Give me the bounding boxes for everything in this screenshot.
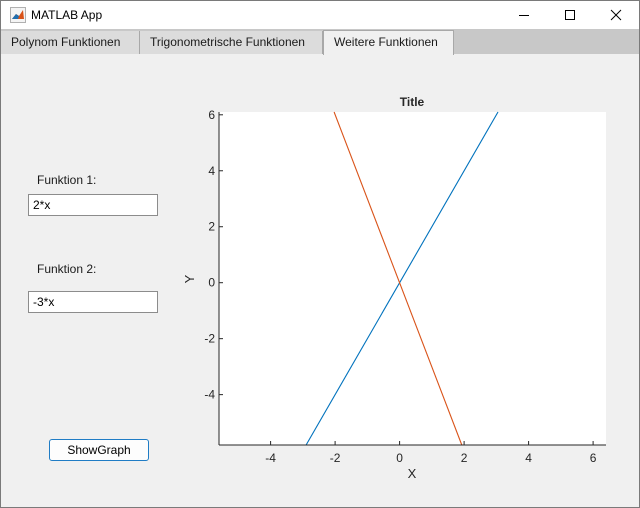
tab-weitere-funktionen[interactable]: Weitere Funktionen [323, 30, 454, 55]
x-axis-label: X [408, 466, 417, 481]
y-tick-label: -2 [204, 332, 215, 346]
function1-input[interactable] [28, 194, 158, 216]
x-tick-label: 2 [461, 451, 468, 465]
x-tick-label: 0 [396, 451, 403, 465]
minimize-icon [519, 15, 529, 16]
y-tick-label: -4 [204, 388, 215, 402]
window-title: MATLAB App [31, 8, 103, 22]
x-tick-label: 6 [590, 451, 597, 465]
y-tick-label: 0 [208, 276, 215, 290]
plot-area [219, 112, 606, 445]
x-tick-label: 4 [525, 451, 532, 465]
close-icon [610, 9, 622, 21]
y-tick-label: 6 [208, 108, 215, 122]
x-tick-label: -2 [330, 451, 341, 465]
y-tick-label: 2 [208, 220, 215, 234]
maximize-icon [565, 10, 575, 20]
maximize-button[interactable] [547, 1, 593, 29]
matlab-logo-icon [10, 7, 26, 23]
chart-title: Title [400, 95, 425, 109]
function2-label: Funktion 2: [37, 262, 97, 276]
tab-strip: Polynom Funktionen Trigonometrische Funk… [1, 29, 639, 55]
y-tick-label: 4 [208, 164, 215, 178]
minimize-button[interactable] [501, 1, 547, 29]
tab-polynom-funktionen[interactable]: Polynom Funktionen [1, 31, 140, 54]
tab-trigonometrische-funktionen[interactable]: Trigonometrische Funktionen [140, 31, 323, 54]
function2-input[interactable] [28, 291, 158, 313]
title-bar: MATLAB App [1, 1, 639, 29]
y-axis-label: Y [182, 274, 197, 283]
close-button[interactable] [593, 1, 639, 29]
x-tick-label: -4 [265, 451, 276, 465]
function1-label: Funktion 1: [37, 173, 97, 187]
series-line-2 [333, 111, 463, 446]
show-graph-button[interactable]: ShowGraph [49, 439, 149, 461]
series-line-1 [305, 111, 499, 446]
